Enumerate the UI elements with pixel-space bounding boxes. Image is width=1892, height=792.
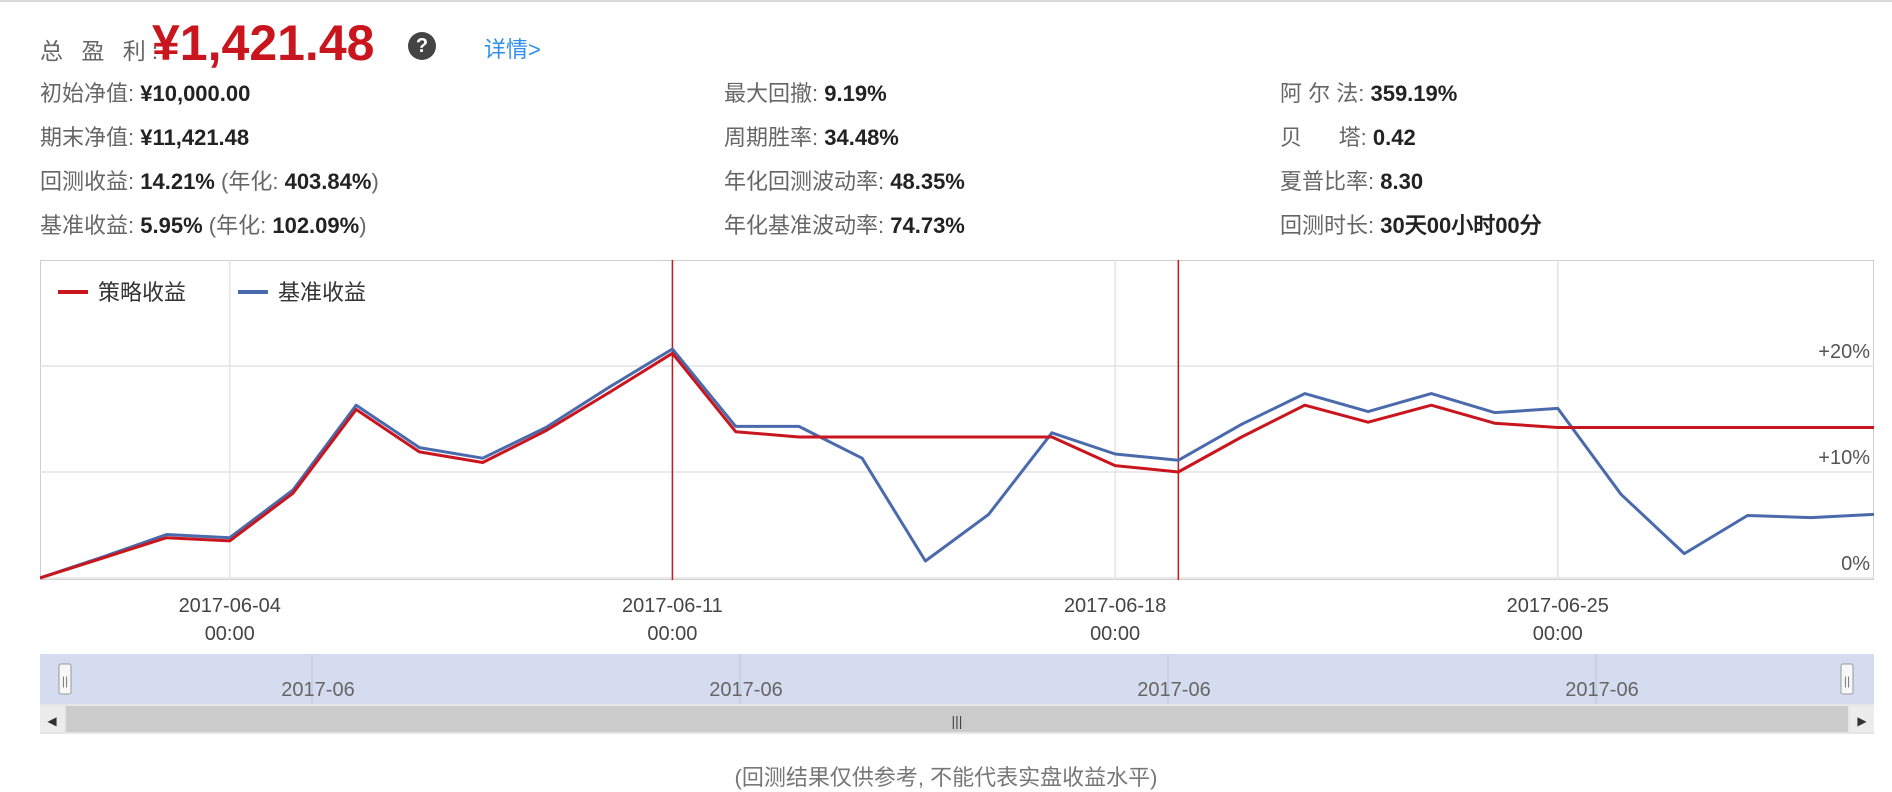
metric-final-nav: 期末净值: ¥11,421.48 bbox=[40, 120, 249, 152]
scroll-right-button[interactable]: ▶ bbox=[1850, 706, 1874, 732]
plot-frame bbox=[40, 260, 1874, 580]
range-navigator[interactable]: 2017-06 2017-06 2017-06 2017-06 || || ||| ◀… bbox=[40, 654, 1874, 734]
series-lines bbox=[40, 347, 1874, 580]
metric-label: 夏普比率: bbox=[1280, 169, 1375, 194]
metric-sharpe: 夏普比率: 8.30 bbox=[1280, 164, 1423, 196]
metric-value: 30天00小时00分 bbox=[1380, 213, 1542, 238]
navigator-label: 2017-06 bbox=[1137, 679, 1210, 701]
series-line-strategy[interactable] bbox=[40, 351, 1874, 580]
metric-value: 8.30 bbox=[1380, 169, 1424, 194]
total-profit-label: 总 盈 利: bbox=[40, 38, 165, 64]
series-line-benchmark[interactable] bbox=[40, 347, 1874, 580]
scrollbar-thumb[interactable] bbox=[66, 706, 1848, 732]
navigator-handle-left[interactable]: || bbox=[58, 663, 72, 695]
x-tick-label-date: 2017-06-11 bbox=[622, 595, 723, 617]
navigator-label: 2017-06 bbox=[709, 679, 782, 701]
x-tick-label-time: 00:00 bbox=[1533, 623, 1583, 645]
metric-value: 359.19% bbox=[1370, 81, 1458, 106]
returns-chart[interactable]: 0% +10% +20% 策略收益 基准收益 bbox=[40, 260, 1874, 580]
legend-benchmark[interactable]: 基准收益 bbox=[278, 280, 366, 305]
metric-backtest-return: 回测收益: 14.21% (年化: 403.84%) bbox=[40, 164, 379, 196]
markers bbox=[671, 260, 1180, 580]
metric-annual-value: 403.84% bbox=[284, 169, 372, 194]
metric-value: 0.42 bbox=[1372, 125, 1416, 150]
total-profit-value: ¥1,421.48 bbox=[152, 15, 375, 71]
y-tick-label: +20% bbox=[1818, 341, 1870, 363]
metric-label: 年化基准波动率: bbox=[724, 213, 885, 238]
metric-benchmark-return: 基准收益: 5.95% (年化: 102.09%) bbox=[40, 208, 367, 240]
scrollbar-grip-icon: ||| bbox=[952, 713, 963, 729]
navigator-grid bbox=[311, 654, 1597, 704]
metric-label: 阿 尔 法: bbox=[1280, 81, 1365, 106]
y-tick-labels: 0% +10% +20% bbox=[1818, 341, 1870, 575]
arrow-right-icon: ▶ bbox=[1857, 714, 1867, 728]
metric-close: ) bbox=[359, 213, 367, 238]
metric-max-drawdown: 最大回撤: 9.19% bbox=[724, 76, 887, 108]
metric-value: 14.21% bbox=[140, 169, 215, 194]
navigator-label: 2017-06 bbox=[1565, 679, 1638, 701]
metric-annual-label: (年化: bbox=[221, 169, 279, 194]
metric-annual-label: (年化: bbox=[208, 213, 267, 238]
metric-initial-nav: 初始净值: ¥10,000.00 bbox=[40, 76, 250, 108]
metric-value: 9.19% bbox=[824, 81, 887, 106]
x-tick-label-date: 2017-06-25 bbox=[1507, 595, 1609, 617]
metric-value: ¥11,421.48 bbox=[140, 125, 250, 150]
x-tick-label-date: 2017-06-18 bbox=[1064, 595, 1166, 617]
navigator-label: 2017-06 bbox=[281, 679, 354, 701]
metric-annual-value: 102.09% bbox=[272, 213, 360, 238]
navigator-labels: 2017-06 2017-06 2017-06 2017-06 bbox=[281, 679, 1638, 701]
navigator-selection[interactable] bbox=[40, 654, 1874, 704]
x-axis: 2017-06-04 00:00 2017-06-11 00:00 2017-06-18… bbox=[179, 595, 1609, 645]
legend: 策略收益 基准收益 bbox=[58, 280, 366, 305]
metric-benchmark-volatility: 年化基准波动率: 74.73% bbox=[724, 208, 965, 240]
metric-value: 5.95% bbox=[140, 213, 203, 238]
handle-left-grip-icon: || bbox=[62, 674, 68, 688]
metric-label: 回测收益: bbox=[40, 169, 135, 194]
metric-label: 最大回撤: bbox=[724, 81, 819, 106]
metric-value: ¥10,000.00 bbox=[140, 81, 251, 106]
handle-right-grip-icon: || bbox=[1844, 674, 1850, 688]
top-rule bbox=[0, 0, 1892, 2]
metric-label: 贝 塔: bbox=[1280, 125, 1367, 150]
navigator-handle-right[interactable]: || bbox=[1840, 663, 1854, 695]
metric-label: 期末净值: bbox=[40, 125, 135, 150]
metric-value: 48.35% bbox=[890, 169, 965, 194]
detail-link[interactable]: 详情> bbox=[484, 37, 541, 62]
x-tick-label-time: 00:00 bbox=[1090, 623, 1140, 645]
x-tick-label-date: 2017-06-04 bbox=[179, 595, 281, 617]
y-tick-label: +10% bbox=[1818, 447, 1870, 469]
metric-label: 基准收益: bbox=[40, 213, 135, 238]
metric-backtest-volatility: 年化回测波动率: 48.35% bbox=[724, 164, 965, 196]
metric-win-rate: 周期胜率: 34.48% bbox=[724, 120, 899, 152]
metric-alpha: 阿 尔 法: 359.19% bbox=[1280, 76, 1457, 108]
arrow-left-icon: ◀ bbox=[47, 714, 57, 728]
disclaimer-footnote: (回测结果仅供参考, 不能代表实盘收益水平) bbox=[734, 765, 1158, 790]
metric-label: 回测时长: bbox=[1280, 213, 1375, 238]
summary-header: 总 盈 利: ¥1,421.48 ? 详情> bbox=[40, 10, 640, 71]
metric-value: 74.73% bbox=[890, 213, 965, 238]
metric-label: 年化回测波动率: bbox=[724, 169, 885, 194]
x-tick-label-time: 00:00 bbox=[205, 623, 255, 645]
y-tick-label: 0% bbox=[1841, 553, 1870, 575]
help-icon[interactable]: ? bbox=[408, 32, 436, 60]
legend-strategy[interactable]: 策略收益 bbox=[98, 280, 186, 305]
metric-duration: 回测时长: 30天00小时00分 bbox=[1280, 208, 1542, 240]
metric-label: 周期胜率: bbox=[724, 125, 819, 150]
scroll-left-button[interactable]: ◀ bbox=[40, 706, 64, 732]
x-tick-label-time: 00:00 bbox=[647, 623, 697, 645]
metric-value: 34.48% bbox=[824, 125, 899, 150]
metric-label: 初始净值: bbox=[40, 81, 135, 106]
metric-close: ) bbox=[371, 169, 379, 194]
metric-beta: 贝 塔: 0.42 bbox=[1280, 120, 1416, 152]
